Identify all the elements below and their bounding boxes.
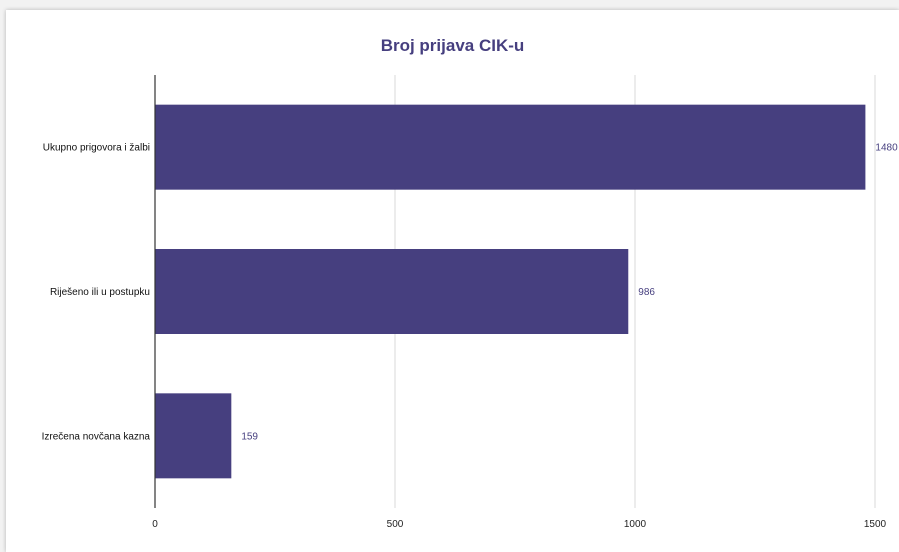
category-label: Izrečena novčana kazna [42, 431, 151, 442]
data-label: 159 [241, 431, 258, 442]
x-tick-label: 1000 [624, 519, 647, 530]
x-tick-label: 1500 [864, 519, 887, 530]
chart-title: Broj prijava CIK-u [380, 36, 525, 55]
data-label: 1480 [875, 143, 898, 154]
category-label: Ukupno prigovora i žalbi [43, 143, 150, 154]
bar [155, 393, 232, 479]
bar [155, 249, 629, 334]
data-label: 986 [638, 287, 655, 298]
category-label: Riješeno ili u postupku [50, 287, 150, 298]
bar [155, 104, 866, 190]
x-tick-label: 500 [387, 519, 404, 530]
x-tick-label: 0 [152, 519, 158, 530]
